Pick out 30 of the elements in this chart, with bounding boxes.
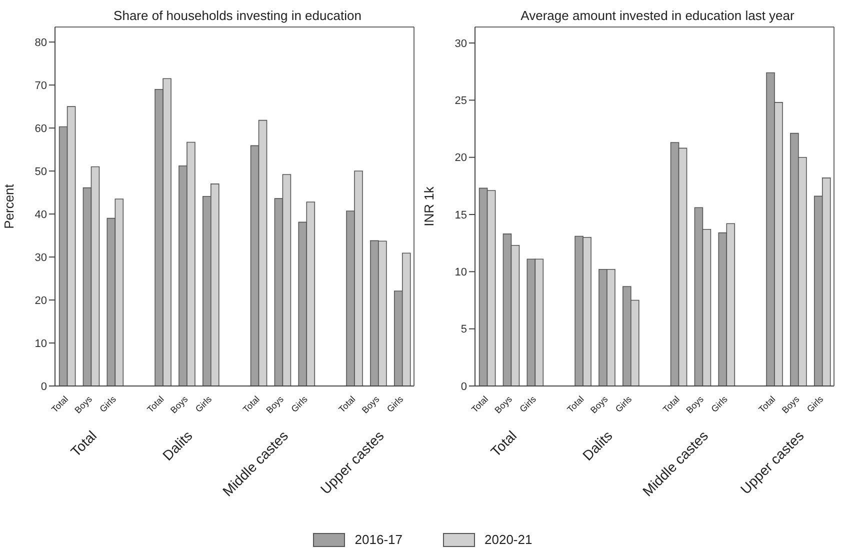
chart-title: Average amount invested in education last year <box>520 8 796 23</box>
x-tick-label: Girls <box>98 394 118 414</box>
x-tick-label: Girls <box>709 394 730 414</box>
x-tick-label: Girls <box>804 394 826 414</box>
y-tick-label: 0 <box>40 380 47 393</box>
y-tick-label: 60 <box>34 122 47 135</box>
y-tick-label: 20 <box>34 294 47 307</box>
y-axis-title: Percent <box>2 184 17 229</box>
y-tick-label: 50 <box>34 166 47 178</box>
y-tick-label: 30 <box>34 252 47 264</box>
y-tick-label: 10 <box>454 266 467 279</box>
legend-label: 2020-21 <box>484 532 532 547</box>
x-tick-label: Girls <box>614 394 634 414</box>
y-tick-label: 30 <box>454 38 467 50</box>
chart-title: Share of households investing in education <box>112 8 362 23</box>
x-tick-label: Girls <box>384 394 406 414</box>
y-tick-label: 0 <box>460 380 467 393</box>
y-tick-label: 10 <box>34 338 47 350</box>
y-tick-label: 20 <box>454 152 467 164</box>
y-tick-label: 5 <box>460 324 467 336</box>
y-tick-label: 15 <box>454 209 467 222</box>
y-axis-title: INR 1k <box>422 186 437 226</box>
x-tick-label: Girls <box>289 394 310 414</box>
legend-label: 2016-17 <box>354 532 402 547</box>
x-tick-label: Girls <box>518 394 538 414</box>
y-tick-label: 70 <box>34 80 47 92</box>
y-tick-label: 40 <box>34 208 47 221</box>
y-tick-label: 25 <box>454 95 467 108</box>
y-tick-label: 80 <box>34 36 47 49</box>
x-tick-label: Girls <box>194 394 214 414</box>
